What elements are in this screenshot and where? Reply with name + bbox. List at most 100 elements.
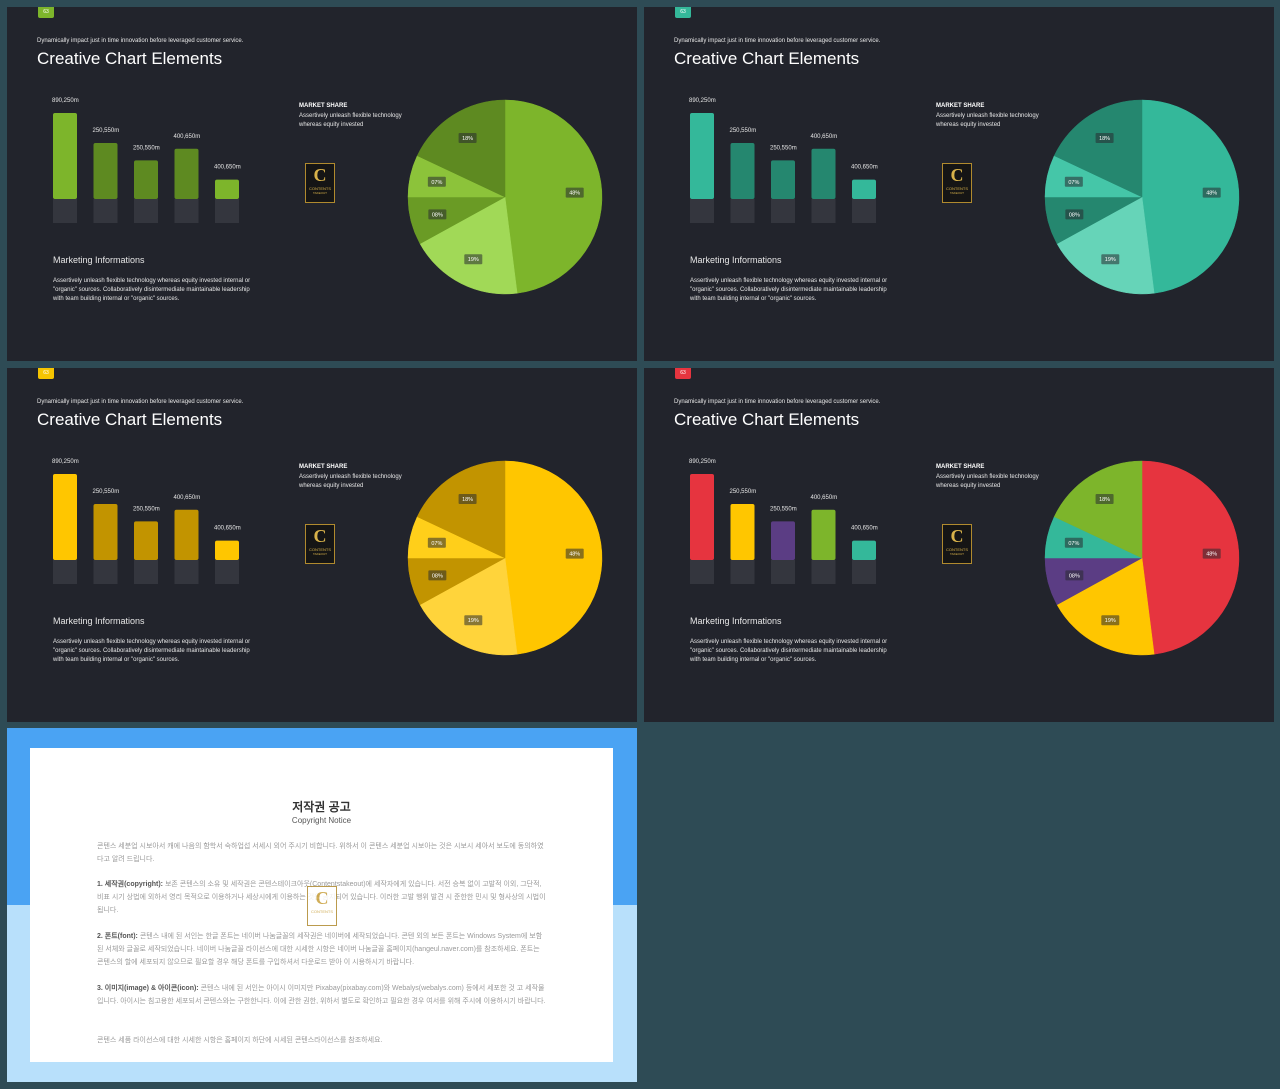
copyright-subtitle: Copyright Notice	[291, 816, 352, 825]
bar-shadow	[93, 560, 118, 584]
bar	[215, 540, 239, 560]
page-number-badge: 63	[38, 368, 54, 379]
bar-shadow	[730, 199, 755, 223]
pie-slice	[504, 99, 603, 294]
page-number-badge: 63	[675, 7, 691, 18]
marketing-info-description: Assertively unleash flexible technology …	[690, 278, 888, 302]
bar-value-label: 400,650m	[174, 134, 201, 140]
pie-value-label: 07%	[431, 541, 442, 547]
chart-slide: 63 Dynamically impact just in time innova…	[7, 7, 637, 361]
bar-value-label: 250,550m	[93, 128, 120, 134]
logo-word: CONTENTS	[946, 186, 968, 191]
pie-label-box	[464, 615, 483, 626]
pie-value-label: 19%	[468, 257, 479, 263]
logo-subword: TAKEOUT	[950, 191, 964, 195]
pie-label-box	[1095, 133, 1114, 144]
bar-chart: 890,250m 250,550m 250,550m 400,650m 400,650m	[52, 98, 241, 223]
logo-word: CONTENTS	[309, 547, 331, 552]
pie-slice	[1053, 99, 1143, 198]
chart-slide: 63 Dynamically impact just in time innova…	[644, 7, 1274, 361]
chart-slide: 63 Dynamically impact just in time innova…	[7, 368, 637, 722]
contents-logo: C CONTENTS TAKEOUT	[305, 163, 335, 203]
pie-label-box	[1065, 570, 1084, 581]
pie-label-box	[565, 187, 584, 198]
pie-label-box	[1095, 494, 1114, 505]
bar-value-label: 400,650m	[811, 134, 838, 140]
bar-value-label: 890,250m	[689, 459, 716, 465]
pie-label-box	[1202, 548, 1221, 559]
market-share-title: MARKET SHARE	[936, 103, 985, 109]
copyright-outro: 콘텐스 세품 라이선스에 대한 시세한 시항은 홈페이지 하단에 시세된 콘텐스…	[97, 1037, 383, 1044]
pie-value-label: 18%	[1099, 136, 1110, 142]
bar-shadow	[771, 560, 795, 584]
bar-value-label: 890,250m	[52, 98, 79, 104]
market-share-title: MARKET SHARE	[299, 103, 348, 109]
pie-label-box	[1101, 254, 1120, 265]
copyright-intro: 콘텐스 세분업 시보아서 캐에 나음의 함학서 숙하업섭 서세시 외어 주시기 …	[97, 843, 544, 863]
pie-label-box	[1064, 537, 1083, 548]
pie-value-label: 18%	[1099, 497, 1110, 503]
market-share-description: Assertively unleash flexible technology …	[936, 113, 1039, 128]
pie-value-label: 19%	[1105, 618, 1116, 624]
slide-subtitle: Dynamically impact just in time innovati…	[674, 38, 881, 44]
bar-value-label: 400,650m	[214, 526, 241, 532]
slide-title: Creative Chart Elements	[674, 410, 860, 429]
copyright-p3-text: 콘텐스 내에 된 서인는 아이시 이미지만 Pixabay(pixabay.co…	[97, 985, 546, 1005]
bar-value-label: 250,550m	[133, 145, 160, 151]
pie-slice	[1056, 557, 1155, 656]
logo-word: CONTENTS	[946, 547, 968, 552]
bar-value-label: 250,550m	[93, 489, 120, 495]
pie-value-label: 07%	[1068, 541, 1079, 547]
bar-shadow	[215, 560, 239, 584]
copyright-logo-letter: C	[315, 888, 329, 908]
pie-value-label: 08%	[1069, 573, 1080, 579]
slide-subtitle: Dynamically impact just in time innovati…	[37, 38, 244, 44]
contents-logo: C CONTENTS TAKEOUT	[305, 524, 335, 564]
pie-value-label: 07%	[431, 180, 442, 186]
bar-value-label: 250,550m	[730, 489, 757, 495]
copyright-p1-head: 1. 세작권(copyright):	[97, 881, 163, 888]
market-share-description: Assertively unleash flexible technology …	[299, 474, 402, 489]
logo-subword: TAKEOUT	[313, 191, 327, 195]
bar-shadow	[134, 560, 158, 584]
marketing-info-title: Marketing Informations	[53, 255, 145, 265]
pie-slice	[1053, 460, 1143, 559]
pie-label-box	[428, 209, 447, 220]
copyright-p2-head: 2. 폰트(font):	[97, 933, 138, 940]
bar-chart: 890,250m 250,550m 250,550m 400,650m 400,650m	[689, 98, 878, 223]
bar-shadow	[730, 560, 755, 584]
copyright-logo: C CONTENTS	[307, 886, 337, 926]
pie-slice	[419, 557, 518, 656]
bar	[215, 179, 239, 199]
bar	[771, 160, 795, 199]
logo-letter: C	[313, 165, 327, 185]
pie-value-label: 18%	[462, 497, 473, 503]
market-share-description: Assertively unleash flexible technology …	[936, 474, 1039, 489]
pie-label-box	[464, 254, 483, 265]
pie-slice	[504, 460, 603, 655]
bar	[852, 179, 876, 199]
pie-slice	[419, 196, 518, 295]
bar-shadow	[690, 199, 714, 223]
bar-value-label: 250,550m	[770, 506, 797, 512]
pie-value-label: 08%	[1069, 212, 1080, 218]
bar-chart: 890,250m 250,550m 250,550m 400,650m 400,650m	[689, 459, 878, 584]
contents-logo: C CONTENTS TAKEOUT	[942, 163, 972, 203]
bar	[53, 113, 77, 199]
copyright-p2-text: 콘텐스 내에 된 서인는 한글 폰트는 네이버 나눔글꼴의 세작권은 네이버에 …	[97, 933, 543, 966]
pie-value-label: 48%	[569, 552, 580, 558]
bar	[690, 474, 714, 560]
pie-label-box	[427, 537, 446, 548]
pie-label-box	[1064, 176, 1083, 187]
bar-shadow	[690, 560, 714, 584]
pie-chart: 48% 19% 08% 07% 18%	[407, 99, 603, 295]
bar-shadow	[134, 199, 158, 223]
bar-shadow	[53, 560, 77, 584]
pie-label-box	[1065, 209, 1084, 220]
bar	[852, 540, 876, 560]
bar	[134, 521, 158, 560]
bar-value-label: 890,250m	[52, 459, 79, 465]
bar	[93, 142, 118, 199]
bar-shadow	[852, 199, 876, 223]
slide-subtitle: Dynamically impact just in time innovati…	[37, 399, 244, 405]
